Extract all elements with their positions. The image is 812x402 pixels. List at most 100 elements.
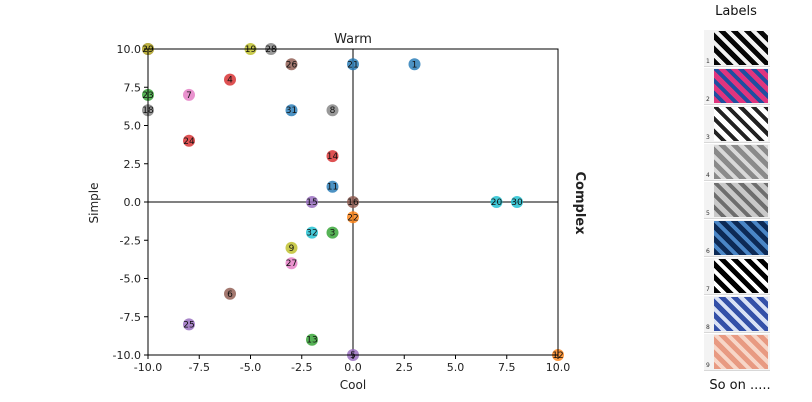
x-tick-label: -7.5 xyxy=(189,361,210,374)
y-tick-label: 5.0 xyxy=(124,120,142,133)
point-22 xyxy=(347,211,359,224)
scatter-chart: 1234567891011121314151617181920212223242… xyxy=(87,32,587,392)
thumbnail-image xyxy=(714,107,768,141)
point-label-31: 31 xyxy=(286,106,297,116)
point-label-9: 9 xyxy=(289,244,295,254)
point-14 xyxy=(326,150,339,163)
labels-footer: So on ..... xyxy=(709,378,771,393)
point-32 xyxy=(306,226,318,239)
point-label-16: 16 xyxy=(347,198,359,208)
point-label-28: 28 xyxy=(265,45,277,55)
axis-ticks: -10.0 -7.5 -5.0 -2.5 0.0 2.5 5.0 7.5 10.010.07.5… xyxy=(113,43,571,374)
thumbnail-image xyxy=(714,145,768,179)
thumbnail-row-1: 1 xyxy=(704,30,770,67)
thumbnail-image xyxy=(714,31,768,65)
point-label-30: 30 xyxy=(511,198,523,208)
plot-marks: 1234567891011121314151617181920212223242… xyxy=(142,43,564,361)
y-tick-label: 7.5 xyxy=(124,81,142,94)
point-label-13: 13 xyxy=(306,336,317,346)
x-axis-title: Cool xyxy=(340,378,366,392)
point-label-22: 22 xyxy=(347,213,358,223)
y-axis-title: Simple xyxy=(87,183,101,224)
thumbnail-image xyxy=(714,297,768,331)
point-label-27: 27 xyxy=(286,259,297,269)
point-label-11: 11 xyxy=(327,183,338,193)
thumbnail-row-3: 3 xyxy=(704,106,770,143)
point-label-1: 1 xyxy=(412,60,418,70)
x-tick-label: 5.0 xyxy=(447,361,465,374)
thumbnail-row-6: 6 xyxy=(704,220,770,257)
x-tick-label: 10.0 xyxy=(546,361,571,374)
thumbnail-image xyxy=(714,69,768,103)
y-tick-label: -7.5 xyxy=(120,311,141,324)
labels-panel: Labels 1 2 3 4 5 6 7 8 9 So on ..... xyxy=(700,0,812,402)
point-1 xyxy=(408,58,421,71)
thumbnail-number: 2 xyxy=(706,96,710,103)
thumbnail-row-7: 7 xyxy=(704,258,770,295)
thumbnail-number: 5 xyxy=(706,210,710,217)
point-label-14: 14 xyxy=(327,152,339,162)
point-label-3: 3 xyxy=(330,229,336,239)
thumbnail-row-2: 2 xyxy=(704,68,770,105)
x-tick-label: -2.5 xyxy=(291,361,312,374)
y-tick-label: -5.0 xyxy=(120,273,141,286)
thumbnail-image xyxy=(714,335,768,369)
point-24 xyxy=(183,134,195,147)
chart-title: Warm xyxy=(334,32,372,47)
point-9 xyxy=(285,241,298,254)
point-13 xyxy=(306,333,318,346)
thumbnail-image xyxy=(714,183,768,217)
x-tick-label: 2.5 xyxy=(396,361,414,374)
y-tick-label: -10.0 xyxy=(113,349,141,362)
y-tick-label: 2.5 xyxy=(124,158,142,171)
point-label-19: 19 xyxy=(245,45,257,55)
x-tick-label: 0.0 xyxy=(344,361,362,374)
thumbnail-number: 3 xyxy=(706,134,710,141)
point-label-26: 26 xyxy=(286,60,298,70)
point-21 xyxy=(347,58,359,71)
point-20 xyxy=(490,196,503,208)
point-label-15: 15 xyxy=(306,198,317,208)
point-label-4: 4 xyxy=(227,76,233,86)
point-label-21: 21 xyxy=(347,60,358,70)
point-4 xyxy=(224,73,236,86)
labels-title: Labels xyxy=(715,4,757,19)
point-11 xyxy=(326,180,339,193)
point-30 xyxy=(511,196,523,208)
point-27 xyxy=(285,257,298,270)
y-tick-label: 0.0 xyxy=(124,196,142,209)
thumbnail-row-4: 4 xyxy=(704,144,770,181)
thumbnail-row-5: 5 xyxy=(704,182,770,219)
thumbnail-row-9: 9 xyxy=(704,334,770,371)
x-tick-label: 7.5 xyxy=(498,361,516,374)
point-label-8: 8 xyxy=(330,106,336,116)
point-31 xyxy=(285,104,298,117)
thumbnail-number: 4 xyxy=(706,172,710,179)
thumbnail-row-8: 8 xyxy=(704,296,770,333)
point-26 xyxy=(285,58,298,71)
point-label-32: 32 xyxy=(306,229,317,239)
point-7 xyxy=(183,88,195,101)
thumbnail-number: 6 xyxy=(706,248,710,255)
thumbnail-image xyxy=(714,259,768,293)
point-6 xyxy=(224,287,236,300)
point-label-24: 24 xyxy=(183,137,195,147)
thumbnail-number: 7 xyxy=(706,286,710,293)
thumbnail-number: 9 xyxy=(706,362,710,369)
thumbnail-image xyxy=(714,221,768,255)
y-tick-label: 10.0 xyxy=(117,43,142,56)
point-8 xyxy=(326,104,339,117)
point-label-20: 20 xyxy=(491,198,503,208)
thumbnail-number: 1 xyxy=(706,58,710,65)
point-25 xyxy=(183,318,195,331)
thumbnail-number: 8 xyxy=(706,324,710,331)
point-3 xyxy=(326,226,339,239)
point-16 xyxy=(347,196,359,208)
point-label-25: 25 xyxy=(183,320,194,330)
point-label-7: 7 xyxy=(186,91,192,101)
right-side-label: Complex xyxy=(572,172,587,236)
point-15 xyxy=(306,196,318,208)
y-tick-label: -2.5 xyxy=(120,234,141,247)
x-tick-label: -10.0 xyxy=(134,361,162,374)
x-tick-label: -5.0 xyxy=(240,361,261,374)
